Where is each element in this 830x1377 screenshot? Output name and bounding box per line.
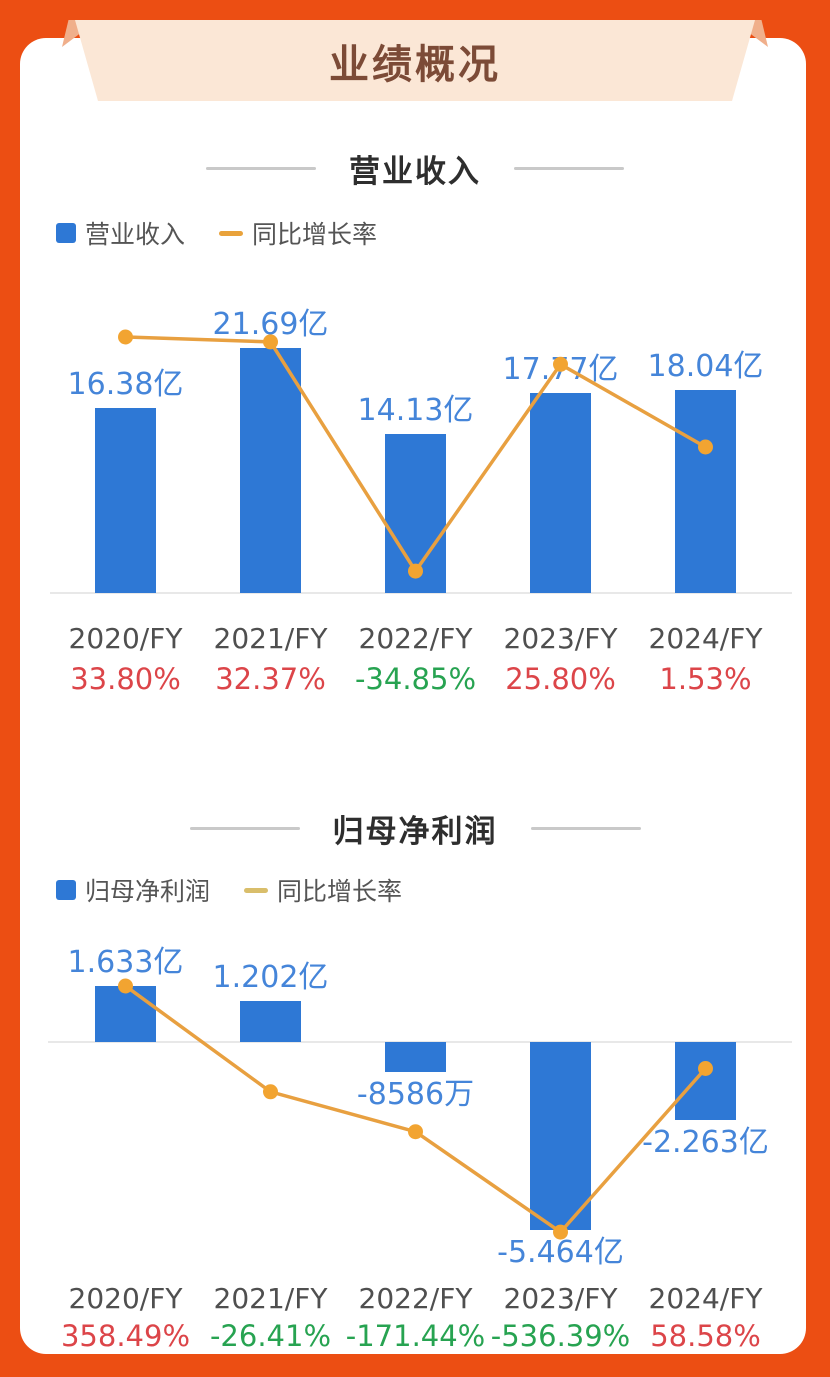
growth-value-label: -536.39% bbox=[490, 1319, 631, 1353]
growth-value-label: -34.85% bbox=[354, 662, 477, 696]
bar-value-label: -2.263亿 bbox=[642, 1124, 769, 1160]
bar bbox=[385, 1042, 446, 1072]
bar bbox=[675, 1042, 736, 1120]
growth-value-label: 58.58% bbox=[650, 1319, 761, 1353]
bar bbox=[95, 985, 156, 1042]
bar-value-label: 14.13亿 bbox=[357, 392, 474, 428]
category-label: 2020/FY bbox=[68, 1282, 183, 1315]
legend: 归母净利润 同比增长率 bbox=[56, 875, 403, 906]
category-label: 2024/FY bbox=[648, 622, 763, 655]
category-label: 2021/FY bbox=[213, 622, 328, 655]
growth-value-label: 358.49% bbox=[60, 1319, 191, 1353]
growth-value-label: 1.53% bbox=[659, 662, 752, 696]
bar bbox=[385, 433, 446, 593]
bar bbox=[240, 1000, 301, 1042]
bar-value-label: 1.202亿 bbox=[212, 959, 329, 995]
bar-value-label: 16.38亿 bbox=[67, 367, 184, 403]
legend-bar-label: 归母净利润 bbox=[85, 877, 211, 906]
legend-line-label: 同比增长率 bbox=[277, 877, 403, 906]
legend-line-label: 同比增长率 bbox=[252, 220, 378, 249]
bar bbox=[530, 392, 591, 593]
category-label: 2022/FY bbox=[358, 622, 473, 655]
section-title-row: 营业收入 bbox=[0, 147, 830, 190]
bar-value-label: 18.04亿 bbox=[647, 348, 764, 384]
bar bbox=[530, 1042, 591, 1230]
bar-value-label: -5.464亿 bbox=[497, 1234, 624, 1270]
bar-value-label: 21.69亿 bbox=[212, 307, 329, 343]
bar bbox=[95, 408, 156, 593]
growth-value-label: 32.37% bbox=[215, 662, 326, 696]
category-label: 2021/FY bbox=[213, 1282, 328, 1315]
section-title: 归母净利润 bbox=[332, 813, 498, 850]
category-label: 2022/FY bbox=[358, 1282, 473, 1315]
category-label: 2023/FY bbox=[503, 1282, 618, 1315]
bar bbox=[240, 348, 301, 593]
growth-value-label: -171.44% bbox=[345, 1319, 486, 1353]
category-label: 2023/FY bbox=[503, 622, 618, 655]
title-line-right-icon bbox=[530, 826, 641, 830]
bar bbox=[675, 389, 736, 593]
section-title-row: 归母净利润 bbox=[0, 807, 830, 850]
growth-value-label: -26.41% bbox=[209, 1319, 332, 1353]
legend-bar-swatch-icon bbox=[56, 223, 76, 243]
category-label: 2024/FY bbox=[648, 1282, 763, 1315]
page-title: 业绩概况 bbox=[329, 41, 501, 88]
section-title: 营业收入 bbox=[349, 153, 481, 190]
legend-bar-label: 营业收入 bbox=[85, 220, 186, 249]
title-line-left-icon bbox=[189, 826, 300, 830]
axis-baseline bbox=[50, 592, 792, 594]
title-line-right-icon bbox=[514, 166, 624, 170]
legend-bar-swatch-icon bbox=[56, 880, 76, 900]
legend-line-dash-icon bbox=[244, 887, 269, 893]
category-label: 2020/FY bbox=[68, 622, 183, 655]
growth-value-label: 33.80% bbox=[70, 662, 181, 696]
legend: 营业收入 同比增长率 bbox=[56, 218, 378, 249]
title-line-left-icon bbox=[206, 166, 316, 170]
bar-value-label: -8586万 bbox=[356, 1076, 475, 1112]
growth-value-label: 25.80% bbox=[505, 662, 616, 696]
banner: 业绩概况 bbox=[75, 20, 755, 101]
legend-line-dash-icon bbox=[219, 230, 244, 236]
bar-value-label: 1.633亿 bbox=[67, 944, 184, 980]
